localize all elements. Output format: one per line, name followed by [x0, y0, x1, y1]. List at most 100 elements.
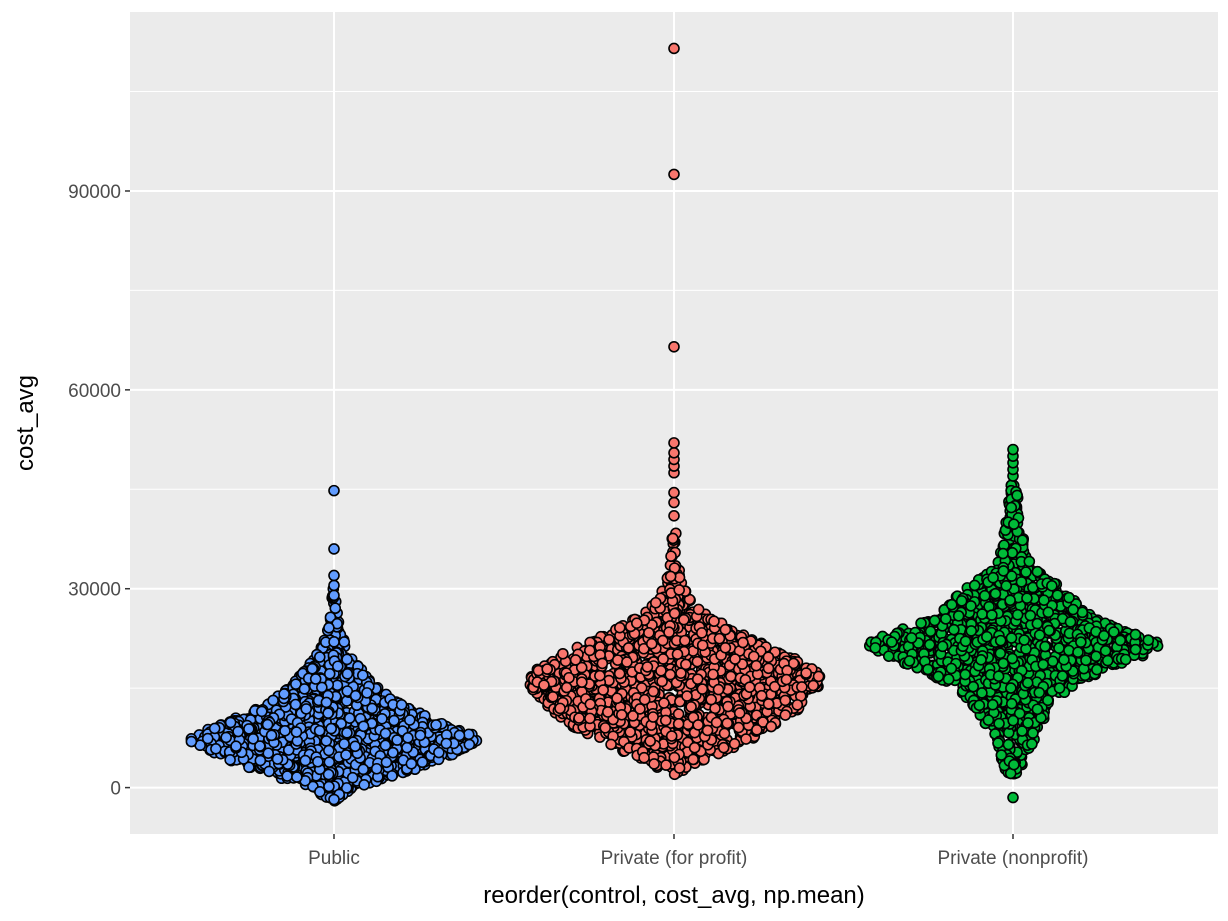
data-point	[271, 753, 284, 765]
data-point	[541, 663, 554, 675]
data-point	[692, 603, 705, 616]
data-point	[403, 714, 416, 726]
data-point	[665, 730, 678, 742]
data-point	[668, 607, 681, 620]
data-point	[323, 744, 335, 757]
data-point	[538, 679, 550, 691]
data-point	[323, 780, 335, 793]
data-point	[416, 756, 429, 769]
data-point	[645, 637, 658, 650]
data-point	[370, 762, 383, 775]
data-point	[691, 655, 704, 668]
data-point	[341, 727, 353, 739]
outlier-point	[328, 793, 340, 806]
data-point	[717, 741, 730, 754]
data-point	[721, 717, 734, 730]
data-point	[710, 716, 723, 729]
data-point	[380, 756, 393, 769]
data-point	[309, 673, 322, 685]
data-point	[1033, 686, 1046, 699]
data-point	[314, 786, 326, 798]
data-point	[688, 741, 701, 754]
data-point	[613, 667, 626, 680]
data-points	[185, 42, 1164, 807]
data-point	[707, 668, 719, 681]
data-point	[323, 756, 336, 768]
data-point	[791, 699, 804, 711]
data-point	[1005, 697, 1018, 710]
outlier-point	[328, 589, 340, 602]
data-point	[1080, 654, 1092, 667]
data-point	[1064, 616, 1077, 628]
data-point	[1033, 629, 1046, 641]
data-point	[281, 770, 294, 782]
data-point	[341, 653, 353, 666]
data-point	[685, 701, 697, 713]
data-point	[667, 532, 679, 545]
data-point	[300, 703, 313, 715]
data-point	[349, 740, 361, 753]
data-point	[322, 707, 334, 719]
data-point	[1023, 555, 1036, 568]
data-point	[712, 683, 725, 696]
data-point	[692, 719, 704, 731]
data-point	[638, 751, 650, 764]
data-point	[748, 650, 760, 663]
data-point	[185, 735, 198, 748]
data-point	[952, 610, 965, 622]
data-point	[673, 584, 685, 596]
data-point	[622, 642, 635, 654]
data-point	[1101, 654, 1114, 667]
data-point	[672, 718, 685, 730]
data-point	[647, 685, 660, 698]
data-point	[453, 729, 466, 742]
data-point	[391, 734, 403, 746]
data-point	[256, 705, 268, 718]
data-point	[718, 727, 731, 740]
data-point	[713, 632, 726, 645]
data-point	[338, 738, 350, 750]
data-point	[395, 698, 408, 711]
data-point	[779, 709, 792, 721]
data-point	[602, 706, 614, 718]
data-point	[673, 762, 686, 774]
data-point	[414, 729, 427, 742]
data-point	[1142, 634, 1155, 647]
data-point	[882, 650, 895, 662]
data-point	[357, 720, 370, 733]
data-point	[948, 623, 960, 636]
data-point	[729, 653, 741, 665]
data-point	[322, 768, 335, 781]
data-point	[743, 681, 756, 693]
outlier-point	[328, 569, 340, 582]
data-point	[232, 725, 244, 738]
data-point	[605, 738, 617, 751]
data-point	[722, 700, 734, 713]
data-point	[402, 732, 414, 744]
data-point	[583, 644, 596, 657]
data-point	[224, 716, 237, 729]
data-point	[807, 679, 820, 692]
outlier-point	[668, 437, 680, 449]
data-point	[644, 735, 656, 747]
data-point	[430, 719, 442, 731]
data-point	[597, 684, 609, 696]
data-point	[1020, 566, 1032, 578]
data-point	[313, 724, 326, 737]
data-point	[664, 570, 677, 583]
data-point	[208, 722, 221, 735]
data-point	[762, 698, 775, 710]
data-point	[658, 697, 670, 709]
outlier-point	[328, 484, 340, 497]
data-point	[732, 721, 745, 734]
data-point	[691, 673, 704, 685]
data-point	[1018, 634, 1031, 646]
data-point	[210, 742, 222, 755]
outlier-point	[668, 496, 680, 509]
data-point	[1051, 589, 1064, 601]
data-point	[278, 688, 290, 700]
data-point	[660, 759, 672, 771]
data-point	[1005, 632, 1018, 644]
data-point	[554, 702, 566, 715]
